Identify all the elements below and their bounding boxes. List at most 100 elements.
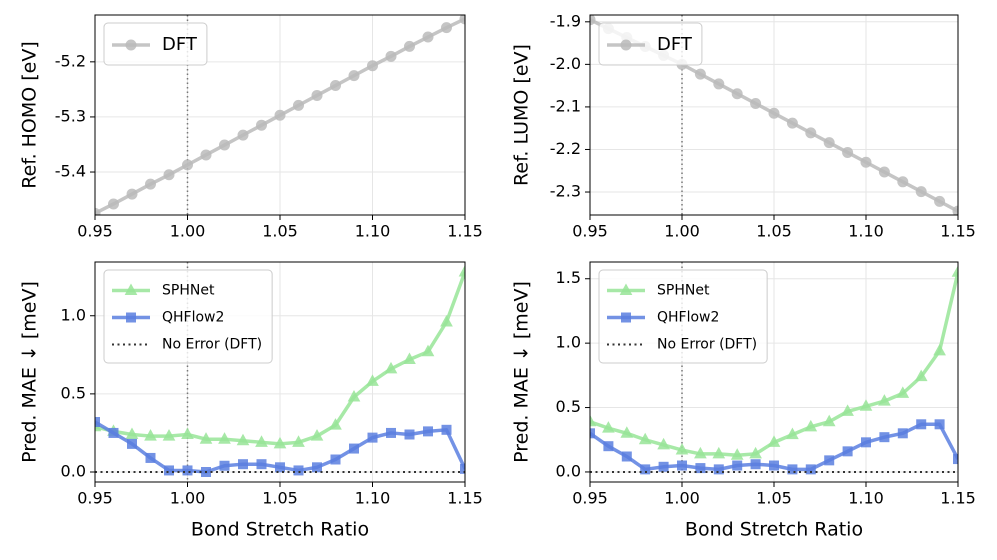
marker (95, 417, 100, 427)
x-tick-label: 1.05 (756, 222, 792, 241)
plot-area (95, 264, 465, 477)
marker (951, 265, 958, 277)
x-tick-label: 1.10 (848, 222, 884, 241)
legend-label: SPHNet (162, 283, 215, 299)
marker (896, 386, 910, 398)
y-tick-label: -5.2 (55, 51, 86, 70)
marker (421, 344, 435, 357)
marker (675, 443, 689, 455)
x-tick-label: 1.15 (447, 489, 483, 508)
marker (750, 459, 761, 470)
y-axis-label: Pred. MAE ↓ [meV] (511, 281, 533, 463)
x-tick-label: 1.15 (940, 489, 976, 508)
marker (126, 188, 138, 200)
legend-label: SPHNet (657, 283, 710, 299)
marker (767, 435, 781, 447)
y-tick-label: 0.5 (556, 397, 581, 416)
y-tick-label: -2.0 (550, 54, 581, 73)
marker (458, 264, 465, 277)
marker (842, 146, 854, 158)
x-axis-label: Bond Stretch Ratio (191, 519, 369, 541)
marker (404, 40, 415, 52)
x-tick-label: 1.05 (262, 222, 298, 241)
marker (621, 451, 632, 462)
marker (897, 176, 909, 188)
subplot: 0.95 1.00 1.05 1.10 1.15 -2.3 -2.2 -2.1 -2.0 -1.9… (511, 11, 976, 240)
x-tick-label: 0.95 (572, 222, 608, 241)
marker (897, 428, 908, 439)
marker (805, 464, 816, 475)
marker (108, 198, 119, 210)
marker (293, 99, 304, 111)
marker (713, 464, 724, 475)
x-tick-label: 1.05 (756, 489, 792, 508)
y-axis-label: Ref. LUMO [eV] (511, 44, 533, 186)
marker (293, 465, 304, 476)
marker (108, 427, 119, 438)
marker (934, 419, 945, 430)
legend-label: QHFlow2 (657, 310, 719, 326)
marker (916, 419, 927, 430)
x-tick-label: 1.15 (940, 222, 976, 241)
x-tick-label: 1.10 (848, 489, 884, 508)
marker (125, 39, 137, 51)
marker (640, 464, 651, 475)
legend-frame (598, 22, 703, 66)
marker (638, 432, 652, 445)
marker (366, 374, 379, 386)
legend: DFT (103, 22, 208, 66)
y-axis-label: Pred. MAE ↓ [meV] (19, 281, 41, 463)
marker (750, 98, 762, 110)
marker (768, 107, 780, 119)
marker (823, 137, 835, 149)
marker (181, 427, 194, 439)
legend-label: QHFlow2 (162, 310, 224, 326)
marker (731, 88, 743, 100)
marker (694, 68, 706, 80)
legend-label: No Error (DFT) (657, 337, 757, 353)
marker (256, 459, 267, 470)
marker (404, 429, 415, 440)
legend: SPHNet QHFlow2 No Error (DFT) (598, 269, 768, 364)
y-tick-label: 1.0 (556, 333, 581, 352)
marker (238, 459, 248, 470)
marker (749, 446, 762, 459)
marker (199, 432, 213, 444)
marker (330, 80, 341, 92)
marker (441, 424, 452, 435)
marker (934, 195, 946, 207)
subplot: 0.95 1.00 1.05 1.10 1.15 0.0 0.5 1.0 Pred. MAE ↓… (19, 261, 483, 541)
axes-frame (94, 14, 466, 216)
marker (349, 443, 359, 454)
legend: DFT (598, 22, 703, 66)
marker (619, 283, 633, 295)
marker (952, 205, 958, 215)
x-axis-label: Bond Stretch Ratio (685, 519, 863, 541)
legend-frame (103, 22, 208, 66)
marker (367, 60, 378, 72)
marker (422, 31, 434, 43)
marker (603, 441, 614, 452)
marker (658, 461, 669, 472)
marker (127, 438, 137, 449)
marker (787, 464, 798, 475)
subplot: 0.95 1.00 1.05 1.10 1.15 -5.4 -5.3 -5.2 Ref. HOM… (19, 14, 483, 241)
marker (273, 436, 287, 449)
marker (218, 432, 231, 444)
y-tick-label: -2.1 (550, 96, 581, 115)
marker (384, 361, 398, 374)
x-tick-label: 1.10 (355, 222, 391, 241)
marker (824, 455, 835, 466)
marker (126, 312, 136, 323)
marker (878, 394, 891, 406)
marker (713, 78, 725, 90)
marker (860, 156, 872, 168)
marker (953, 454, 958, 465)
y-tick-label: -1.9 (550, 11, 581, 30)
marker (367, 432, 378, 443)
marker (274, 109, 286, 121)
marker (878, 166, 890, 178)
marker (275, 462, 285, 473)
marker (219, 139, 230, 151)
